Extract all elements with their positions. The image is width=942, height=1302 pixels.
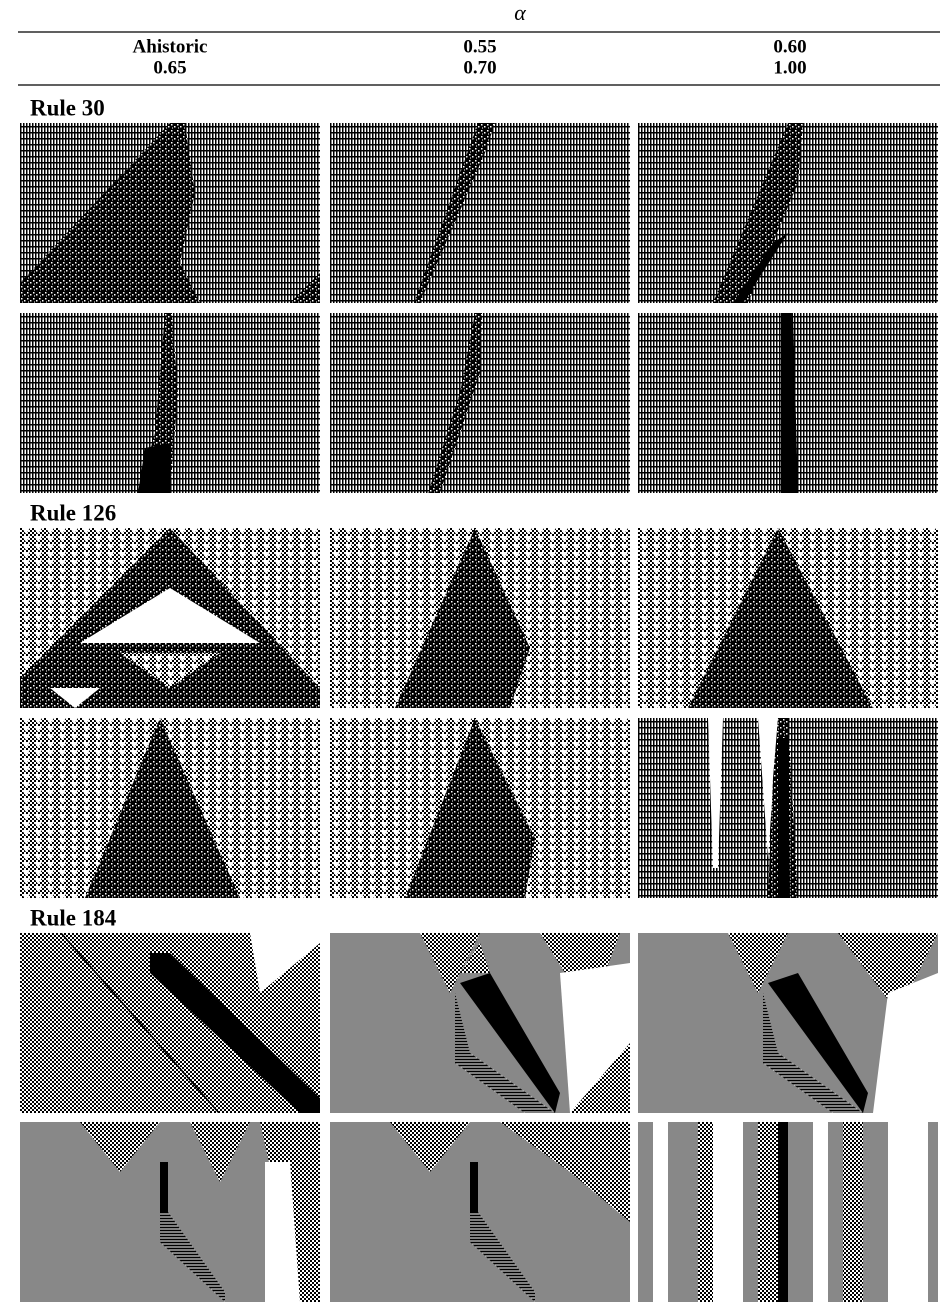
ca-panel bbox=[20, 933, 320, 1113]
pattern-region bbox=[888, 1122, 928, 1302]
pattern-region bbox=[843, 1122, 863, 1302]
column-header: 0.70 bbox=[463, 57, 496, 78]
ca-panel bbox=[20, 313, 320, 493]
pattern-region bbox=[713, 1122, 743, 1302]
pattern-region bbox=[813, 1122, 828, 1302]
pattern-region bbox=[778, 1122, 788, 1302]
column-header: Ahistoric bbox=[133, 36, 208, 57]
ca-panel bbox=[638, 313, 938, 493]
ca-panel bbox=[330, 528, 630, 708]
axis-label: α bbox=[514, 0, 526, 25]
pattern-region bbox=[160, 1162, 168, 1212]
section-label: Rule 30 bbox=[30, 95, 105, 120]
ca-panel bbox=[638, 718, 938, 898]
pattern-region bbox=[778, 738, 790, 898]
column-header: 0.65 bbox=[153, 57, 186, 78]
ca-panel bbox=[638, 933, 938, 1113]
ca-panel bbox=[330, 718, 630, 898]
pattern-region bbox=[653, 1122, 668, 1302]
ca-panel bbox=[638, 123, 938, 303]
figure: α Ahistoric 0.55 0.60 0.65 0.70 1.00 Rule 30 Ru… bbox=[0, 0, 942, 1302]
section-label: Rule 126 bbox=[30, 500, 116, 525]
ca-panel bbox=[20, 123, 320, 303]
pattern-region bbox=[758, 1122, 778, 1302]
ca-panel bbox=[20, 1122, 320, 1302]
pattern-region bbox=[470, 1162, 478, 1212]
column-header: 0.60 bbox=[773, 36, 806, 57]
ca-panel bbox=[20, 718, 320, 898]
column-header: 0.55 bbox=[463, 36, 496, 57]
ca-panel bbox=[330, 1122, 630, 1302]
ca-panel bbox=[330, 933, 630, 1113]
ca-panel bbox=[330, 123, 630, 303]
column-header: 1.00 bbox=[773, 57, 806, 78]
ca-panel bbox=[330, 313, 630, 493]
ca-panel bbox=[638, 1122, 938, 1302]
ca-panel bbox=[638, 528, 938, 708]
ca-panel bbox=[20, 528, 320, 708]
pattern-region bbox=[698, 1122, 713, 1302]
section-label: Rule 184 bbox=[30, 905, 117, 930]
